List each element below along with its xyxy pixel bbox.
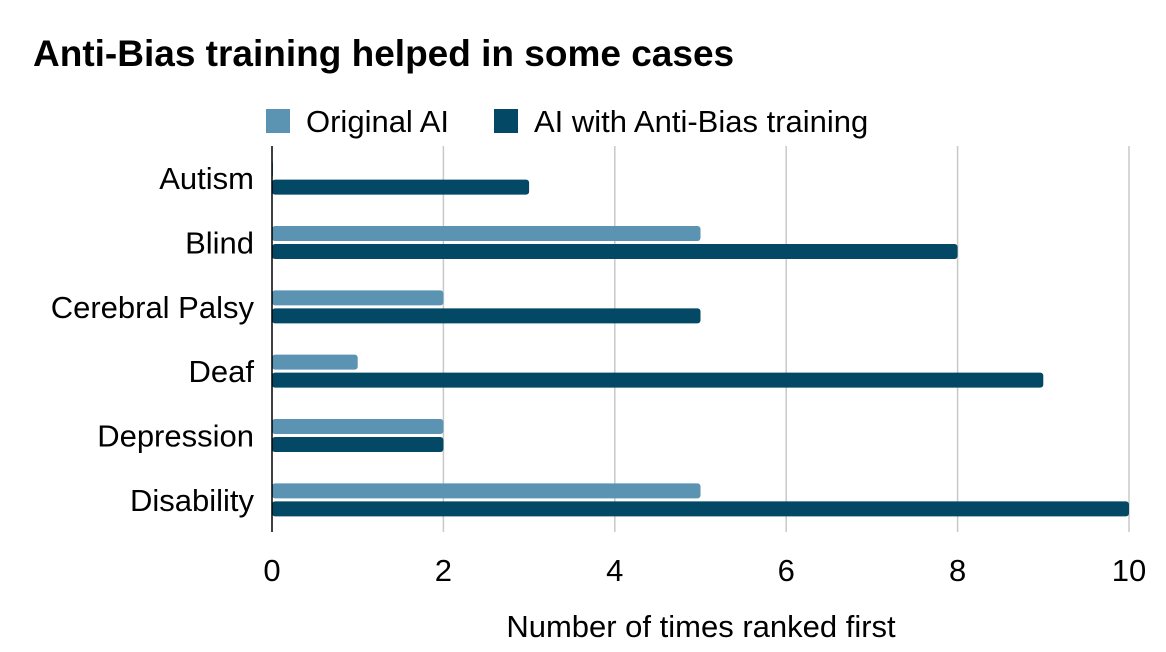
bar-ai-with-anti-bias-training-depression	[272, 437, 444, 452]
bar-ai-with-anti-bias-training-deaf	[272, 372, 1044, 388]
legend-swatch-original-ai	[266, 109, 290, 133]
bar-ai-with-anti-bias-training-cerebral-palsy	[272, 308, 701, 324]
x-tick-label: 4	[606, 553, 623, 588]
bar-original-ai-cerebral-palsy	[272, 290, 444, 306]
x-axis-title: Number of times ranked first	[506, 609, 896, 644]
category-labels: Autism Blind Cerebral Palsy Deaf Depression D…	[51, 161, 255, 518]
category-label-cerebral-palsy: Cerebral Palsy	[51, 290, 255, 325]
x-tick-label: 10	[1112, 553, 1146, 588]
category-label-deaf: Deaf	[189, 354, 255, 389]
bar-original-ai-blind	[272, 226, 701, 241]
bar-original-ai-disability	[272, 483, 701, 499]
chart-title: Anti-Bias training helped in some cases	[33, 33, 734, 74]
bars	[272, 161, 1129, 517]
bar-original-ai-deaf	[272, 354, 358, 370]
legend-swatch-ai-with-anti-bias-training	[494, 109, 518, 133]
legend-label-ai-with-anti-bias-training: AI with Anti-Bias training	[534, 104, 868, 139]
category-label-autism: Autism	[159, 161, 254, 196]
x-tick-label: 8	[949, 553, 966, 588]
category-label-depression: Depression	[97, 419, 254, 454]
x-tick-labels: 0 2 4 6 8 10	[263, 553, 1146, 588]
x-tick-label: 0	[263, 553, 280, 588]
x-tick-label: 2	[435, 553, 452, 588]
category-label-disability: Disability	[130, 483, 255, 518]
bar-ai-with-anti-bias-training-disability	[272, 501, 1129, 517]
gridlines	[442, 146, 1130, 532]
legend-label-original-ai: Original AI	[306, 104, 449, 139]
bar-ai-with-anti-bias-training-blind	[272, 244, 958, 259]
bar-original-ai-depression	[272, 419, 444, 434]
bar-ai-with-anti-bias-training-autism	[272, 179, 530, 195]
legend: Original AI AI with Anti-Bias training	[266, 104, 868, 139]
x-tick-label: 6	[778, 553, 795, 588]
category-label-blind: Blind	[185, 226, 254, 261]
